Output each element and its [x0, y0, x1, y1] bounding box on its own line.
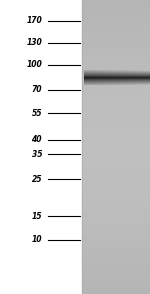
Text: 35: 35 — [32, 150, 42, 159]
Text: 170: 170 — [26, 16, 42, 25]
Text: 130: 130 — [26, 38, 42, 47]
Text: 10: 10 — [32, 235, 42, 244]
Text: 70: 70 — [32, 85, 42, 94]
Bar — [82, 0, 150, 294]
Text: 25: 25 — [32, 175, 42, 184]
Text: 100: 100 — [26, 60, 42, 69]
Text: 40: 40 — [32, 135, 42, 144]
Bar — [0, 0, 82, 294]
Text: 55: 55 — [32, 109, 42, 118]
Text: 15: 15 — [32, 212, 42, 220]
